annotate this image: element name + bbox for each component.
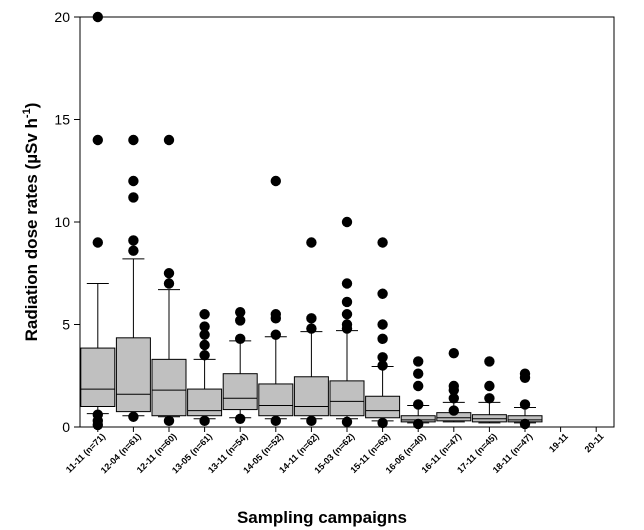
box-iqr bbox=[329, 380, 365, 417]
outlier-point bbox=[128, 192, 139, 203]
outlier-point bbox=[163, 134, 175, 146]
x-tick-label: 19-11 bbox=[547, 431, 570, 454]
outlier-point bbox=[92, 419, 104, 431]
outlier-point bbox=[128, 245, 139, 256]
y-tick-label: 20 bbox=[54, 9, 70, 25]
outlier-point bbox=[235, 413, 246, 424]
y-axis-title-close: ) bbox=[22, 103, 41, 109]
y-axis-title-sup: -1 bbox=[21, 108, 33, 118]
outlier-point bbox=[448, 405, 459, 416]
box-group bbox=[329, 216, 365, 428]
box-iqr bbox=[471, 414, 507, 423]
box-group bbox=[187, 309, 223, 427]
box-iqr bbox=[293, 376, 329, 417]
box-iqr bbox=[80, 347, 116, 408]
box-group bbox=[115, 134, 151, 422]
outlier-point bbox=[377, 288, 388, 299]
y-axis-title-main: Radiation dose rates (µSv h bbox=[22, 118, 41, 341]
outlier-point bbox=[413, 368, 424, 379]
outlier-point bbox=[484, 380, 495, 392]
box-iqr bbox=[365, 395, 401, 419]
y-tick-label: 10 bbox=[54, 214, 70, 230]
outlier-point bbox=[484, 393, 495, 404]
box-group bbox=[222, 307, 258, 424]
outlier-point bbox=[341, 216, 353, 228]
outlier-point bbox=[199, 339, 210, 351]
outlier-point bbox=[413, 380, 424, 392]
outlier-point bbox=[377, 333, 388, 345]
y-tick-label: 0 bbox=[62, 419, 70, 435]
x-axis-title: Sampling campaigns bbox=[236, 508, 408, 527]
outlier-point bbox=[199, 415, 210, 427]
outlier-point bbox=[306, 313, 317, 324]
outlier-point bbox=[128, 134, 139, 146]
outlier-point bbox=[341, 296, 353, 308]
outlier-point bbox=[128, 175, 139, 187]
outlier-point bbox=[306, 415, 317, 427]
outlier-point bbox=[235, 333, 246, 345]
box-group bbox=[80, 11, 116, 431]
outlier-point bbox=[270, 313, 281, 324]
outlier-point bbox=[413, 399, 424, 410]
outlier-point bbox=[448, 393, 459, 404]
outlier-point bbox=[377, 360, 388, 371]
box-group bbox=[151, 134, 187, 427]
box-group bbox=[507, 368, 543, 430]
box-group bbox=[293, 237, 329, 427]
box-group bbox=[365, 237, 401, 429]
outlier-point bbox=[128, 235, 139, 246]
y-axis-title: Radiation dose rates (µSv h-1) bbox=[21, 103, 41, 342]
x-tick-label: 20-11 bbox=[583, 431, 606, 454]
outlier-point bbox=[377, 319, 388, 330]
outlier-point bbox=[519, 372, 531, 383]
outlier-point bbox=[448, 384, 459, 396]
outlier-point bbox=[306, 237, 317, 248]
outlier-point bbox=[128, 411, 139, 422]
outlier-point bbox=[306, 323, 317, 334]
outlier-point bbox=[413, 356, 424, 367]
outlier-point bbox=[270, 415, 281, 427]
box-group bbox=[436, 348, 472, 423]
outlier-point bbox=[519, 418, 531, 430]
outlier-point bbox=[341, 278, 353, 289]
box-iqr bbox=[115, 337, 151, 413]
outlier-point bbox=[235, 315, 246, 326]
box-group bbox=[471, 356, 507, 424]
box-iqr bbox=[187, 388, 223, 417]
outlier-point bbox=[377, 417, 388, 429]
outlier-point bbox=[377, 237, 388, 248]
outlier-point bbox=[235, 307, 246, 318]
box-iqr bbox=[258, 383, 294, 417]
outlier-point bbox=[163, 278, 175, 289]
outlier-point bbox=[163, 415, 175, 427]
outlier-point bbox=[199, 309, 210, 320]
y-tick-label: 5 bbox=[62, 317, 70, 333]
boxes-layer bbox=[80, 11, 543, 431]
outlier-point bbox=[341, 309, 353, 320]
outlier-point bbox=[199, 329, 210, 340]
box-iqr bbox=[222, 373, 258, 411]
outlier-point bbox=[92, 11, 104, 23]
outlier-point bbox=[163, 268, 175, 279]
outlier-point bbox=[377, 352, 388, 363]
box-group bbox=[400, 356, 436, 430]
y-tick-label: 15 bbox=[54, 112, 70, 128]
outlier-point bbox=[199, 350, 210, 361]
outlier-point bbox=[341, 416, 353, 428]
outlier-point bbox=[92, 134, 104, 146]
outlier-point bbox=[92, 237, 104, 248]
outlier-point bbox=[484, 356, 495, 367]
outlier-point bbox=[519, 399, 531, 410]
outlier-point bbox=[341, 323, 353, 334]
outlier-point bbox=[413, 418, 424, 430]
box-group bbox=[258, 175, 294, 427]
outlier-point bbox=[448, 348, 459, 359]
box-iqr bbox=[151, 358, 187, 417]
outlier-point bbox=[270, 329, 281, 340]
outlier-point bbox=[199, 321, 210, 332]
outlier-point bbox=[270, 175, 281, 187]
